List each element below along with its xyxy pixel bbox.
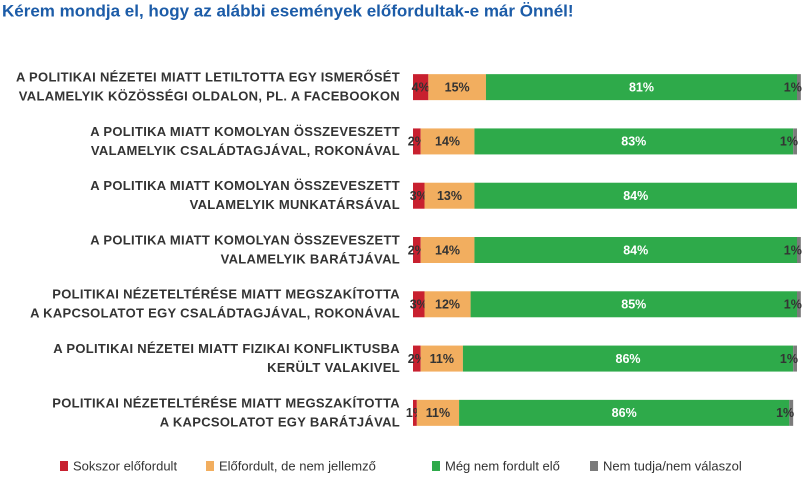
category-label: POLITIKAI NÉZETELTÉRÉSE MIATT MEGSZAKÍTO… [52,395,400,410]
category-label: A POLITIKAI NÉZETEI MIATT FIZIKAI KONFLI… [53,341,400,356]
bar-segment [462,345,794,372]
bar-segment [413,128,421,155]
value-label: 13% [437,189,462,203]
bar-segment [797,74,801,101]
value-label: 84% [623,189,648,203]
bar-segment [797,237,801,263]
value-label: 85% [621,298,646,312]
value-label: 11% [430,352,454,366]
bar-segment [428,74,486,101]
bar-segment [797,291,801,318]
value-label: 3% [410,298,428,312]
bar-segment [474,182,797,209]
chart-title: Kérem mondja el, hogy az alábbi eseménye… [2,1,574,20]
category-label: A KAPCSOLATOT EGY BARÁTJÁVAL [160,414,400,429]
value-label: 1% [784,80,802,94]
bar-segment [793,128,797,155]
bar-segment [413,345,421,372]
value-label: 1% [784,298,802,312]
bar-segment [424,291,471,318]
bar-segment [485,74,797,101]
bar-segment [420,345,463,372]
category-label: POLITIKAI NÉZETELTÉRÉSE MIATT MEGSZAKÍTO… [52,287,400,302]
bar-segment [413,182,425,209]
legend-swatch [60,461,68,471]
category-label: A POLITIKA MIATT KOMOLYAN ÖSSZEVESZETT [90,178,400,193]
value-label: 4% [412,80,430,94]
legend-label: Még nem fordult elő [445,458,560,473]
legend-swatch [206,461,214,471]
value-label: 1% [780,135,798,149]
value-label: 12% [435,298,460,312]
bar-segment [413,399,417,426]
value-label: 86% [612,406,637,420]
bar-segment [413,237,421,263]
category-label: VALAMELYIK CSALÁDTAGJÁVAL, ROKONÁVAL [91,143,400,158]
bar-segment [470,291,797,318]
category-label: A POLITIKA MIATT KOMOLYAN ÖSSZEVESZETT [90,124,400,139]
value-label: 84% [623,243,648,257]
value-label: 14% [435,135,460,149]
legend-swatch [590,461,598,471]
category-label: A KAPCSOLATOT EGY CSALÁDTAGJÁVAL, ROKONÁ… [30,306,400,321]
value-label: 81% [629,80,654,94]
legend-swatch [432,461,440,471]
category-label: A POLITIKA MIATT KOMOLYAN ÖSSZEVESZETT [90,232,400,247]
bar-segment [424,182,475,209]
value-label: 14% [435,243,460,257]
value-label: 15% [445,80,470,94]
bar-segment [459,399,790,426]
bar-segment [793,345,797,372]
value-label: 86% [616,352,641,366]
bar-segment [789,399,794,426]
category-label: KERÜLT VALAKIVEL [267,360,400,375]
legend-label: Előfordult, de nem jellemző [219,458,376,473]
bar-segment [474,237,797,263]
category-label: VALAMELYIK MUNKATÁRSÁVAL [190,197,400,212]
value-label: 83% [621,135,646,149]
value-label: 1% [780,352,798,366]
legend-label: Sokszor előfordult [73,458,177,473]
bar-segment [420,128,475,155]
value-label: 1% [776,406,794,420]
category-label: VALAMELYIK BARÁTJÁVAL [221,251,400,266]
bar-segment [413,291,425,318]
bar-segment [416,399,460,426]
legend-label: Nem tudja/nem válaszol [603,458,742,473]
value-label: 3% [410,189,428,203]
bar-segment [420,237,475,263]
value-label: 1% [784,243,802,257]
bar-segment [474,128,794,155]
category-label: VALAMELYIK KÖZÖSSÉGI OLDALON, PL. A FACE… [19,89,400,104]
category-label: A POLITIKAI NÉZETEI MIATT LETILTOTTA EGY… [16,70,400,85]
value-label: 11% [426,406,450,420]
bar-segment [413,74,429,101]
